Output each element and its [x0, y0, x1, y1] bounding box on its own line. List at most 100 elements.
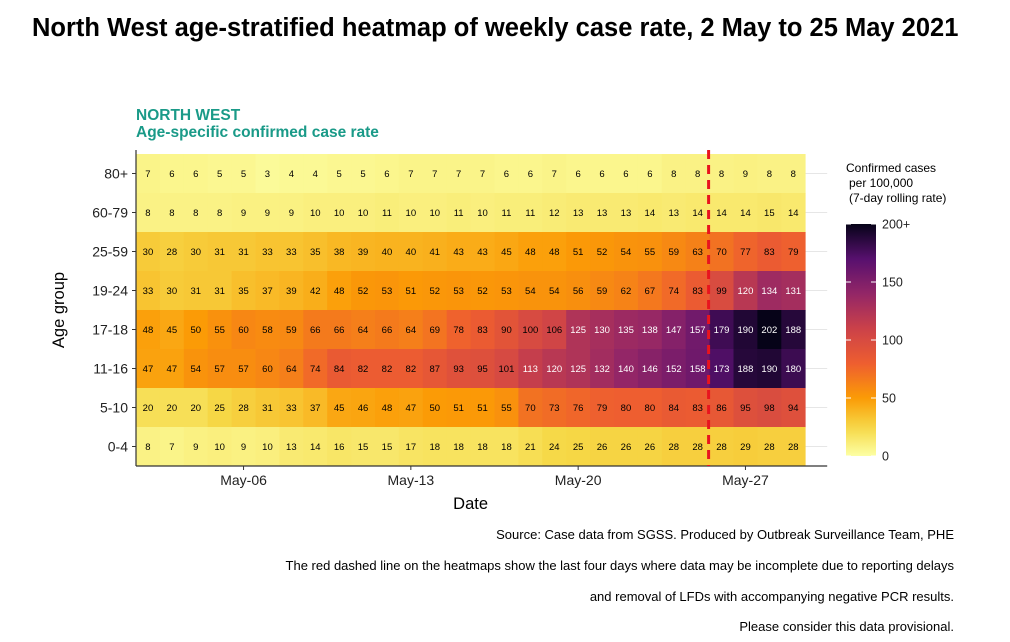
cell-value-label: 70 — [525, 403, 536, 414]
cell-value-label: 25 — [573, 442, 584, 453]
heatmap-cell — [685, 310, 710, 350]
heatmap-cell — [733, 271, 758, 311]
cell-value-label: 28 — [668, 442, 679, 453]
heatmap-cell — [327, 271, 352, 311]
cell-value-label: 14 — [788, 208, 799, 219]
cell-value-label: 54 — [621, 247, 632, 258]
heatmap-cell — [470, 349, 495, 389]
heatmap-cell — [183, 232, 209, 272]
heatmap-cell — [542, 193, 567, 233]
cell-value-label: 48 — [549, 247, 560, 258]
heatmap-cell — [661, 427, 687, 467]
heatmap-cell — [351, 427, 376, 467]
legend-title-line: per 100,000 — [849, 176, 913, 190]
cell-value-label: 10 — [310, 208, 321, 219]
heatmap-cell — [590, 310, 615, 350]
heatmap-cell — [351, 232, 376, 272]
cell-value-label: 42 — [310, 286, 321, 297]
cell-value-label: 12 — [549, 208, 560, 219]
cell-value-label: 10 — [334, 208, 345, 219]
heatmap-cell — [279, 193, 304, 233]
heatmap-cell — [231, 349, 256, 389]
heatmap-cell — [518, 232, 543, 272]
heatmap-cell — [159, 349, 185, 389]
cell-value-label: 52 — [597, 247, 608, 258]
y-tick-label: 11-16 — [93, 361, 128, 377]
heatmap-cell — [351, 388, 376, 428]
heatmap-cell — [159, 310, 185, 350]
legend-tick-label: 150 — [882, 276, 903, 290]
heatmap-cell — [637, 388, 663, 428]
heatmap-cell — [398, 427, 424, 467]
heatmap-cell — [637, 310, 663, 350]
heatmap-cell — [446, 232, 471, 272]
cell-value-label: 120 — [546, 364, 562, 375]
cell-value-label: 48 — [334, 286, 345, 297]
heatmap-cell — [136, 310, 161, 350]
cell-value-label: 37 — [310, 403, 321, 414]
heatmap-cell — [303, 232, 328, 272]
heatmap-cell — [207, 154, 232, 194]
heatmap-cell — [327, 232, 352, 272]
cell-value-label: 33 — [143, 286, 154, 297]
cell-value-label: 99 — [716, 286, 727, 297]
cell-value-label: 100 — [522, 325, 538, 336]
cell-value-label: 152 — [666, 364, 682, 375]
heatmap-cell — [327, 427, 352, 467]
cell-value-label: 82 — [358, 364, 369, 375]
heatmap-cell — [637, 271, 663, 311]
heatmap-cell — [614, 271, 639, 311]
heatmap-cell — [183, 310, 209, 350]
heatmap-cell — [733, 427, 758, 467]
heatmap-cell — [159, 271, 185, 311]
heatmap-cell — [207, 349, 232, 389]
cell-value-label: 188 — [738, 364, 754, 375]
cell-value-label: 69 — [429, 325, 440, 336]
heatmap-cell — [279, 310, 304, 350]
cell-value-label: 53 — [453, 286, 464, 297]
cell-value-label: 60 — [238, 325, 249, 336]
cell-value-label: 41 — [429, 247, 440, 258]
cell-value-label: 18 — [477, 442, 488, 453]
cell-value-label: 190 — [761, 364, 777, 375]
heatmap-cell — [590, 388, 615, 428]
cell-value-label: 188 — [785, 325, 801, 336]
cell-value-label: 10 — [358, 208, 369, 219]
heatmap-cell — [661, 271, 687, 311]
heatmap-cell — [781, 154, 806, 194]
cell-value-label: 8 — [719, 169, 724, 180]
heatmap-cell — [446, 193, 471, 233]
cell-value-label: 66 — [334, 325, 345, 336]
heatmap-cell — [757, 310, 782, 350]
cell-value-label: 13 — [573, 208, 584, 219]
cell-value-label: 10 — [214, 442, 225, 453]
heatmap-cell — [518, 154, 543, 194]
heatmap-cell — [494, 193, 519, 233]
heatmap-cell — [231, 232, 256, 272]
heatmap-cell — [231, 427, 256, 467]
cell-value-label: 60 — [262, 364, 273, 375]
cell-value-label: 146 — [642, 364, 658, 375]
heatmap-cell — [159, 388, 185, 428]
cell-value-label: 54 — [190, 364, 201, 375]
cell-value-label: 50 — [190, 325, 201, 336]
cell-value-label: 21 — [525, 442, 536, 453]
cell-value-label: 7 — [145, 169, 150, 180]
cell-value-label: 157 — [690, 325, 706, 336]
cell-value-label: 180 — [785, 364, 801, 375]
cell-value-label: 95 — [740, 403, 751, 414]
cell-value-label: 93 — [453, 364, 464, 375]
heatmap-cell — [637, 349, 663, 389]
cell-value-label: 31 — [214, 247, 225, 258]
y-tick-label: 19-24 — [92, 283, 128, 299]
heatmap-cell — [757, 271, 782, 311]
cell-value-label: 70 — [716, 247, 727, 258]
cell-value-label: 80 — [645, 403, 656, 414]
heatmap-cell — [781, 193, 806, 233]
cell-value-label: 158 — [690, 364, 706, 375]
heatmap-cell — [661, 154, 687, 194]
heatmap-cell — [685, 388, 710, 428]
cell-value-label: 64 — [286, 364, 297, 375]
cell-value-label: 18 — [501, 442, 512, 453]
legend-tick-label: 50 — [882, 392, 896, 406]
